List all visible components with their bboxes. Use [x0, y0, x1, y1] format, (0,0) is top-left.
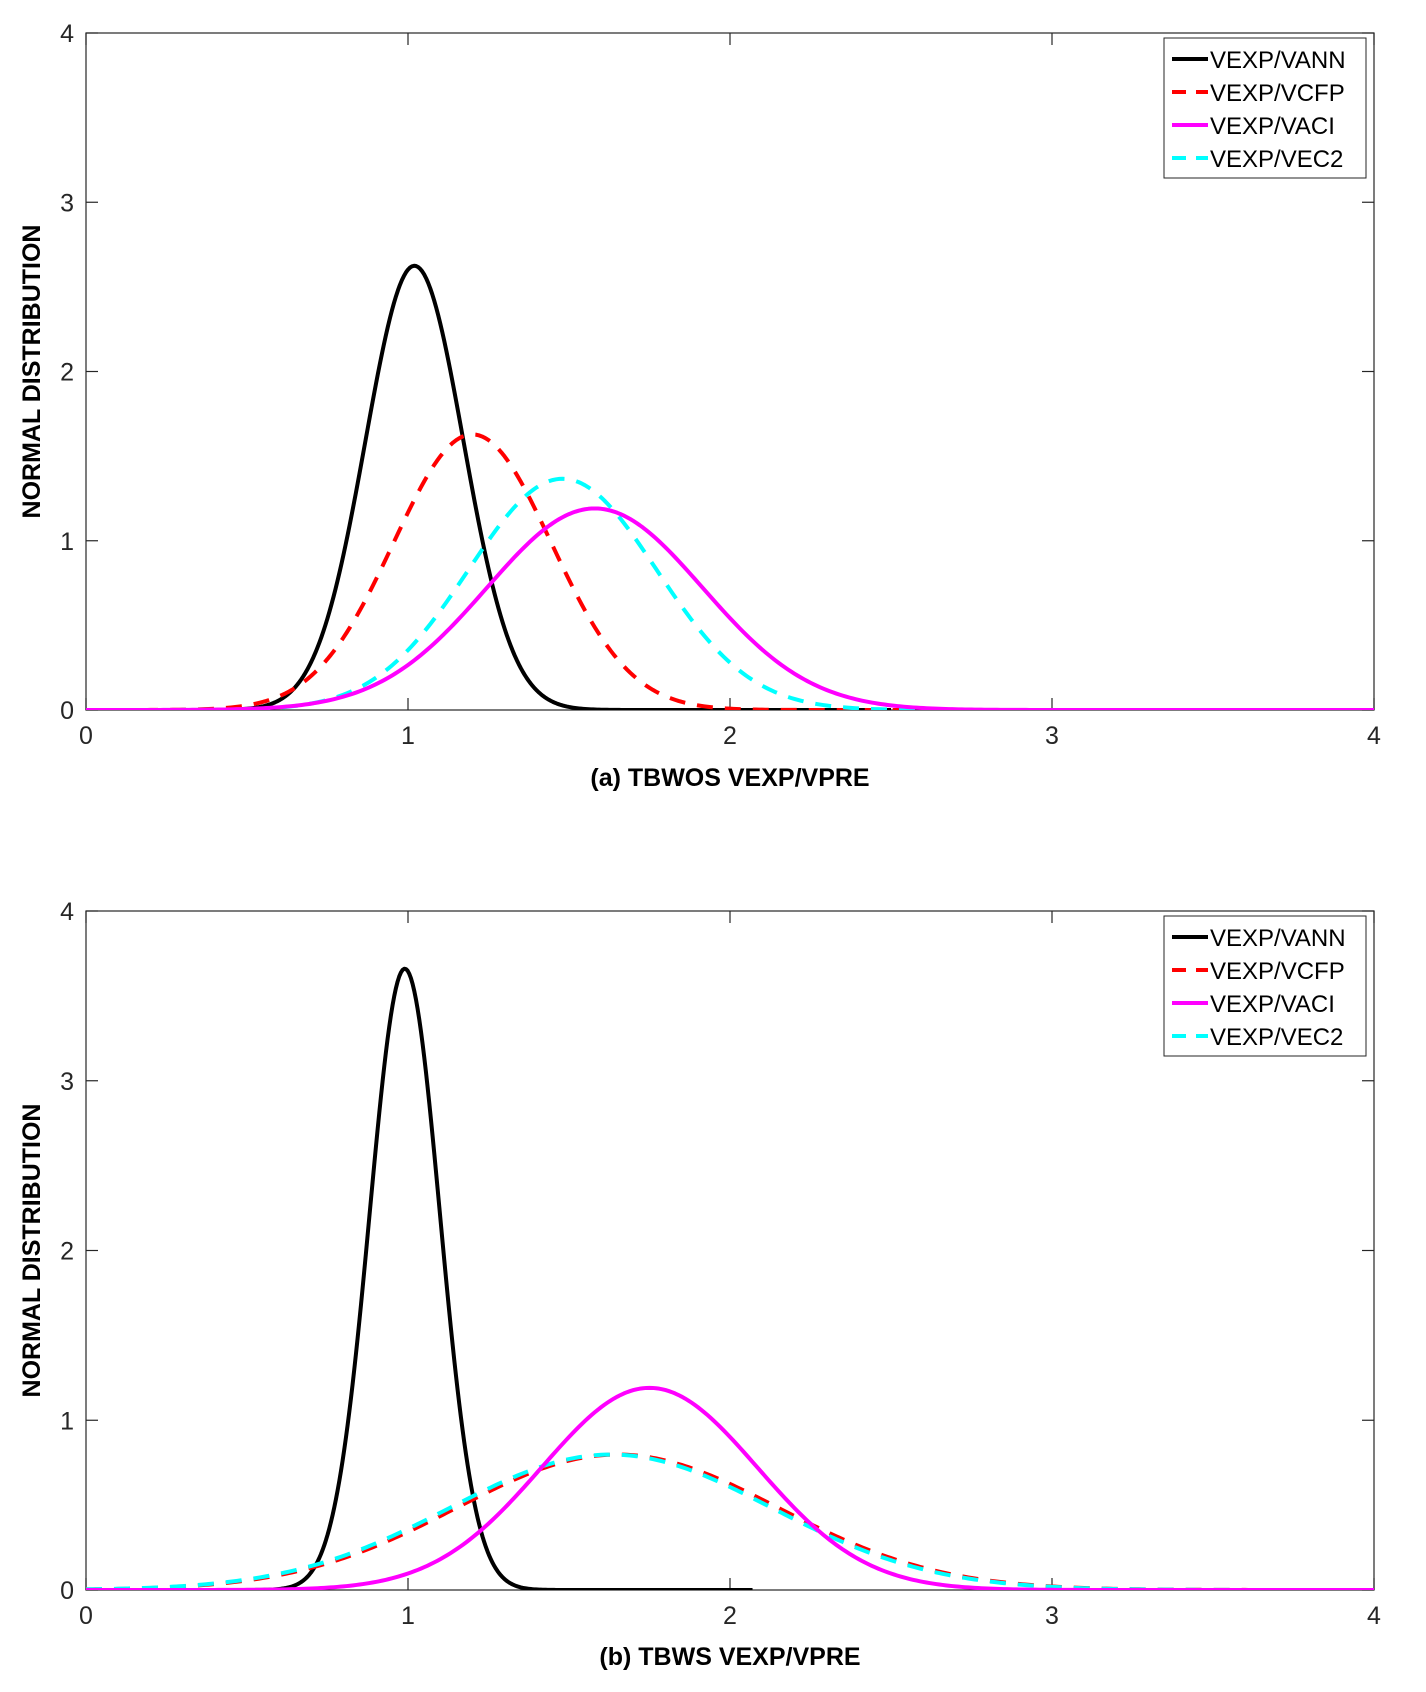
chart-panel-b: 0 1 2 3 4 0 1 2 3 4 (b) TBWS VEXP/VPRE NORMAL DISTR… [18, 898, 1381, 1671]
y-tick-label: 3 [60, 1068, 74, 1096]
series-line-vexp-vann [86, 966, 753, 1590]
x-tick-label: 3 [1045, 1602, 1059, 1630]
y-axis-label: NORMAL DISTRIBUTION [18, 1104, 46, 1398]
series-line-vexp-vcfp [86, 432, 1374, 710]
y-tick-label: 1 [60, 1407, 74, 1435]
y-tick-label: 0 [60, 697, 74, 725]
series-line-vexp-vaci [86, 506, 1374, 710]
legend-entry-label: VEXP/VEC2 [1210, 1024, 1343, 1051]
series-line-vexp-vaci [86, 1385, 1374, 1590]
legend-entry-label: VEXP/VANN [1210, 47, 1346, 74]
x-tick-label: 2 [723, 722, 737, 750]
x-tick-label: 0 [79, 722, 93, 750]
legend: VEXP/VANN VEXP/VCFP VEXP/VACI VEXP/VEC2 [1163, 915, 1367, 1057]
chart-panel-a: 0 1 2 3 4 0 1 2 3 4 (a) TBWOS VEXP/VPRE NORMAL DIST… [18, 20, 1381, 792]
x-tick-label: 1 [401, 722, 415, 750]
y-tick-label: 0 [60, 1577, 74, 1605]
x-tick-label: 4 [1367, 722, 1381, 750]
legend-box [1163, 915, 1367, 1057]
legend-entry-label: VEXP/VCFP [1210, 80, 1345, 107]
x-axis-label: (a) TBWOS VEXP/VPRE [590, 764, 869, 792]
y-tick-label: 3 [60, 189, 74, 217]
x-tick-label: 2 [723, 1602, 737, 1630]
x-tick-label: 1 [401, 1602, 415, 1630]
y-tick-label: 2 [60, 1238, 74, 1266]
x-axis-label: (b) TBWS VEXP/VPRE [599, 1643, 860, 1671]
series-line-vexp-vec2 [86, 476, 1374, 710]
y-tick-label: 4 [60, 898, 74, 926]
plot-area-frame [85, 32, 1375, 711]
legend-entry-label: VEXP/VEC2 [1210, 146, 1343, 173]
y-tick-label: 4 [60, 20, 74, 48]
x-tick-label: 4 [1367, 1602, 1381, 1630]
legend-box [1163, 37, 1367, 179]
legend-entry-label: VEXP/VCFP [1210, 958, 1345, 985]
y-axis-label: NORMAL DISTRIBUTION [18, 225, 46, 519]
x-tick-label: 3 [1045, 722, 1059, 750]
legend: VEXP/VANN VEXP/VCFP VEXP/VACI VEXP/VEC2 [1163, 37, 1367, 179]
legend-entry-label: VEXP/VACI [1210, 113, 1335, 140]
legend-entry-label: VEXP/VANN [1210, 925, 1346, 952]
y-tick-label: 1 [60, 528, 74, 556]
x-tick-label: 0 [79, 1602, 93, 1630]
legend-entry-label: VEXP/VACI [1210, 991, 1335, 1018]
y-tick-label: 2 [60, 359, 74, 387]
